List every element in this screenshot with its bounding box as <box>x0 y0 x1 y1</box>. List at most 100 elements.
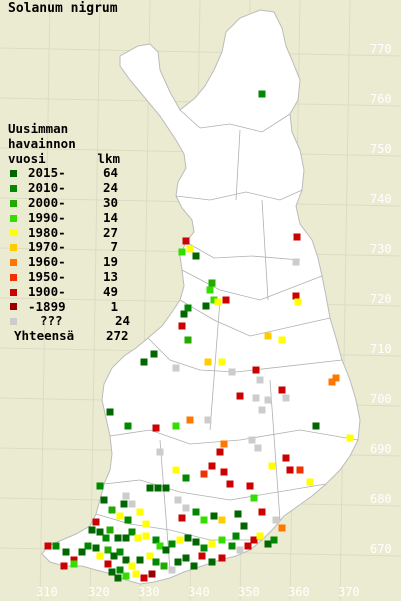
observation-square <box>200 516 208 524</box>
legend-period: 1900- <box>28 283 66 299</box>
observation-square <box>252 366 260 374</box>
legend-count: 24 <box>102 180 118 196</box>
observation-square <box>122 572 130 580</box>
observation-square <box>282 454 290 462</box>
legend-entry: 1960- 19 <box>8 254 130 270</box>
legend-count: 30 <box>102 194 118 210</box>
observation-square <box>176 536 184 544</box>
observation-square <box>110 552 118 560</box>
observation-square <box>264 332 272 340</box>
legend-header-1: Uusimman <box>8 121 69 136</box>
legend-count-header: lkm <box>97 150 120 166</box>
y-axis-label: 710 <box>370 342 392 356</box>
observation-square <box>96 482 104 490</box>
observation-square <box>128 500 136 508</box>
observation-square <box>140 358 148 366</box>
observation-square <box>70 556 78 564</box>
observation-square <box>256 376 264 384</box>
x-axis-label: 330 <box>138 585 160 599</box>
observation-square <box>154 484 162 492</box>
observation-square <box>132 570 140 578</box>
observation-square <box>246 482 254 490</box>
x-axis-label: 310 <box>36 585 58 599</box>
observation-square <box>258 90 266 98</box>
observation-square <box>62 548 70 556</box>
observation-square <box>178 322 186 330</box>
y-axis-label: 760 <box>370 92 392 106</box>
observation-square <box>140 574 148 582</box>
observation-square <box>200 470 208 478</box>
observation-square <box>264 396 272 404</box>
legend-entry: 2000- 30 <box>8 194 130 211</box>
legend-entry: -1899 1 <box>8 298 130 315</box>
observation-square <box>228 368 236 376</box>
observation-square <box>92 518 100 526</box>
observation-square <box>160 562 168 570</box>
observation-square <box>136 556 144 564</box>
observation-square <box>278 336 286 344</box>
legend-entry: ??? 24 <box>8 314 130 329</box>
observation-square <box>92 544 100 552</box>
legend-entry: 1990- 14 <box>8 209 130 226</box>
observation-square <box>162 546 170 554</box>
observation-square <box>208 540 216 548</box>
observation-square <box>116 548 124 556</box>
observation-square <box>258 508 266 516</box>
legend-swatch <box>10 170 17 178</box>
observation-square <box>70 560 78 568</box>
legend-swatch <box>10 199 17 207</box>
observation-square <box>192 538 200 546</box>
y-axis-label: 690 <box>370 442 392 456</box>
observation-square <box>192 252 200 260</box>
observation-square <box>174 558 182 566</box>
observation-square <box>152 558 160 566</box>
observation-square <box>216 448 224 456</box>
observation-square <box>104 546 112 554</box>
observation-square <box>204 416 212 424</box>
legend-total-row: Yhteensä 272 <box>8 328 130 344</box>
observation-square <box>204 358 212 366</box>
legend-period: 2015- <box>28 165 66 181</box>
observation-square <box>116 566 124 574</box>
y-axis-label: 670 <box>370 542 392 556</box>
observation-square <box>210 512 218 520</box>
observation-square <box>96 528 104 536</box>
legend-swatch <box>10 185 17 193</box>
observation-square <box>180 310 188 318</box>
observation-square <box>142 520 150 528</box>
observation-square <box>152 536 160 544</box>
observation-square <box>248 436 256 444</box>
observation-square <box>174 496 182 504</box>
observation-square <box>270 536 278 544</box>
observation-square <box>162 484 170 492</box>
legend-total-count: 272 <box>106 328 129 344</box>
observation-square <box>256 532 264 540</box>
legend-period: 2010- <box>28 180 66 196</box>
observation-square <box>150 350 158 358</box>
observation-square <box>128 528 136 536</box>
legend-period: 1990- <box>28 209 66 225</box>
observation-square <box>186 416 194 424</box>
observation-square <box>60 562 68 570</box>
legend-entry: 1980- 27 <box>8 225 130 241</box>
observation-square <box>114 574 122 582</box>
legend-count: 49 <box>102 283 118 299</box>
observation-square <box>124 422 132 430</box>
observation-square <box>192 508 200 516</box>
observation-square <box>172 364 180 372</box>
observation-square <box>278 386 286 394</box>
observation-squares <box>44 90 354 582</box>
observation-square <box>182 504 190 512</box>
legend-period: -1899 <box>28 298 66 314</box>
observation-square <box>208 558 216 566</box>
observation-square <box>128 562 136 570</box>
observation-square <box>222 296 230 304</box>
observation-square <box>328 378 336 386</box>
observation-square <box>332 374 340 382</box>
legend-swatch <box>10 288 17 296</box>
observation-square <box>296 466 304 474</box>
observation-square <box>142 532 150 540</box>
legend-swatch <box>10 273 17 281</box>
